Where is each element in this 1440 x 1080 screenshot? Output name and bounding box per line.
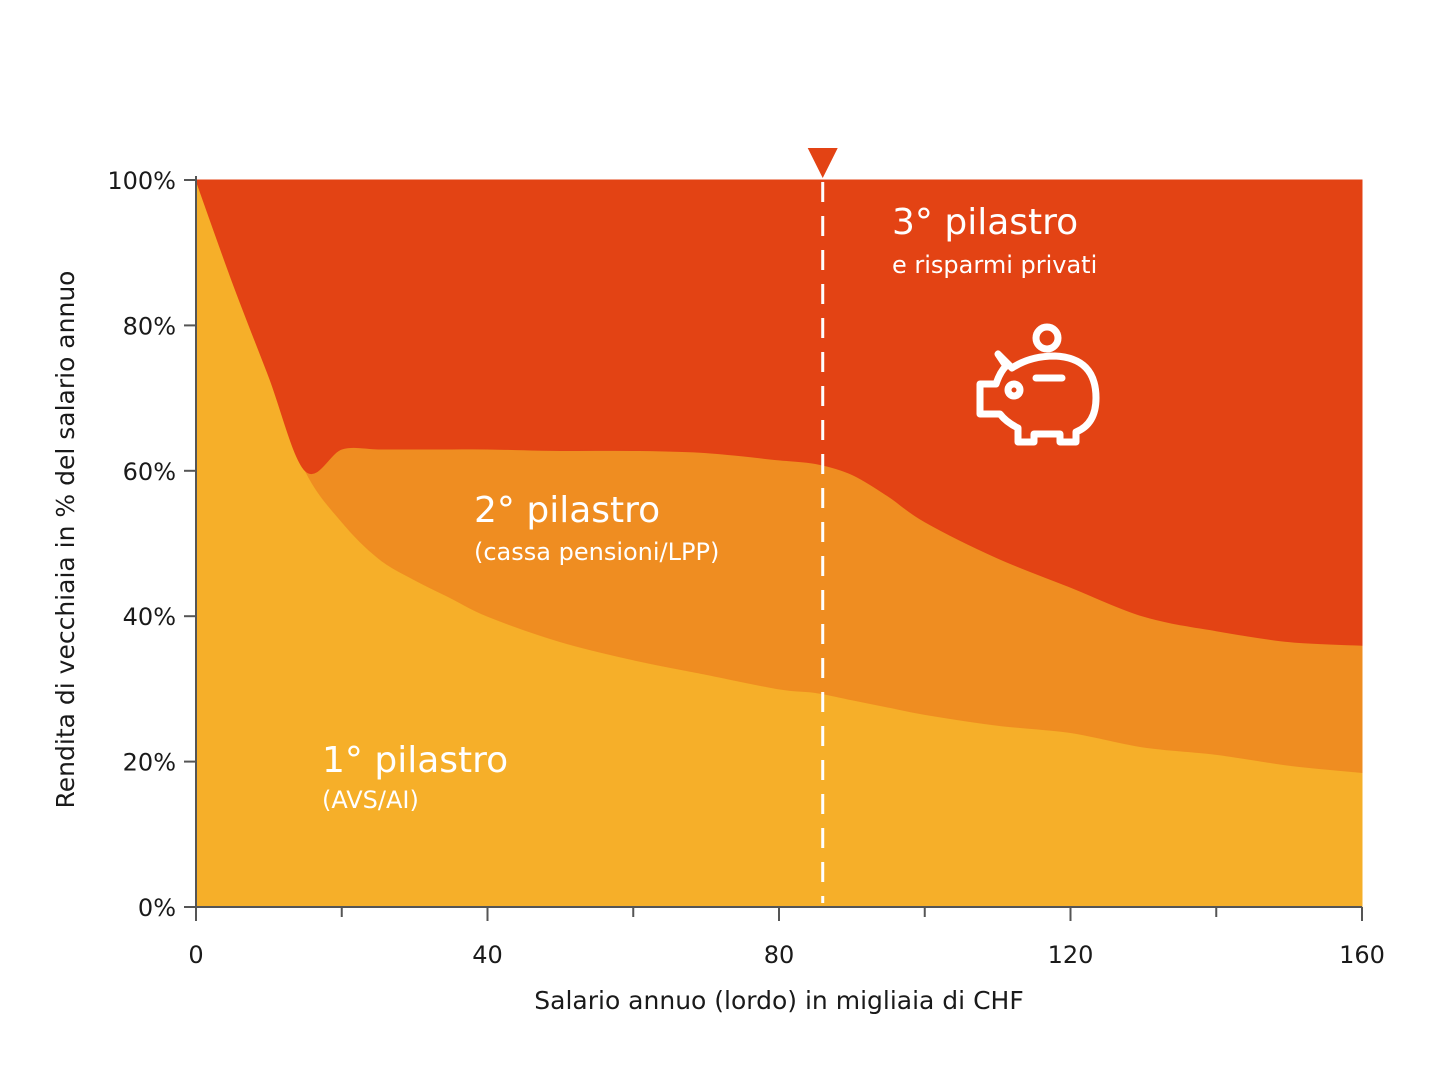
y-tick-label: 20% — [123, 749, 176, 777]
area-series-3 — [195, 179, 1363, 646]
series-label-2: 2° pilastro — [474, 490, 660, 531]
piggy-bank-icon — [976, 323, 1100, 446]
y-tick-label: 40% — [123, 603, 176, 631]
x-axis-title: Salario annuo (lordo) in migliaia di CHF — [534, 986, 1023, 1015]
series-label-3: 3° pilastro — [892, 202, 1078, 243]
series-label-1: 1° pilastro — [322, 740, 508, 781]
y-tick-label: 80% — [123, 312, 176, 340]
y-axis-title: Rendita di vecchiaia in % del salario an… — [51, 271, 80, 809]
series-sublabel-1: (AVS/AI) — [322, 786, 419, 814]
piggy-icon-part-circle — [1032, 323, 1062, 353]
series-sublabel-2: (cassa pensioni/LPP) — [474, 538, 719, 566]
x-tick-label: 0 — [188, 941, 203, 969]
series-sublabel-3: e risparmi privati — [892, 251, 1097, 279]
marker-triangle-icon — [807, 148, 838, 178]
x-tick-label: 120 — [1048, 941, 1094, 969]
x-tick-label: 40 — [472, 941, 503, 969]
piggy-icon-part-circle — [1004, 380, 1024, 400]
piggy-icon-part — [976, 350, 1100, 446]
y-tick-label: 100% — [107, 167, 176, 195]
x-tick-label: 80 — [764, 941, 795, 969]
y-tick-label: 0% — [138, 894, 176, 922]
y-tick-label: 60% — [123, 458, 176, 486]
x-tick-label: 160 — [1339, 941, 1385, 969]
